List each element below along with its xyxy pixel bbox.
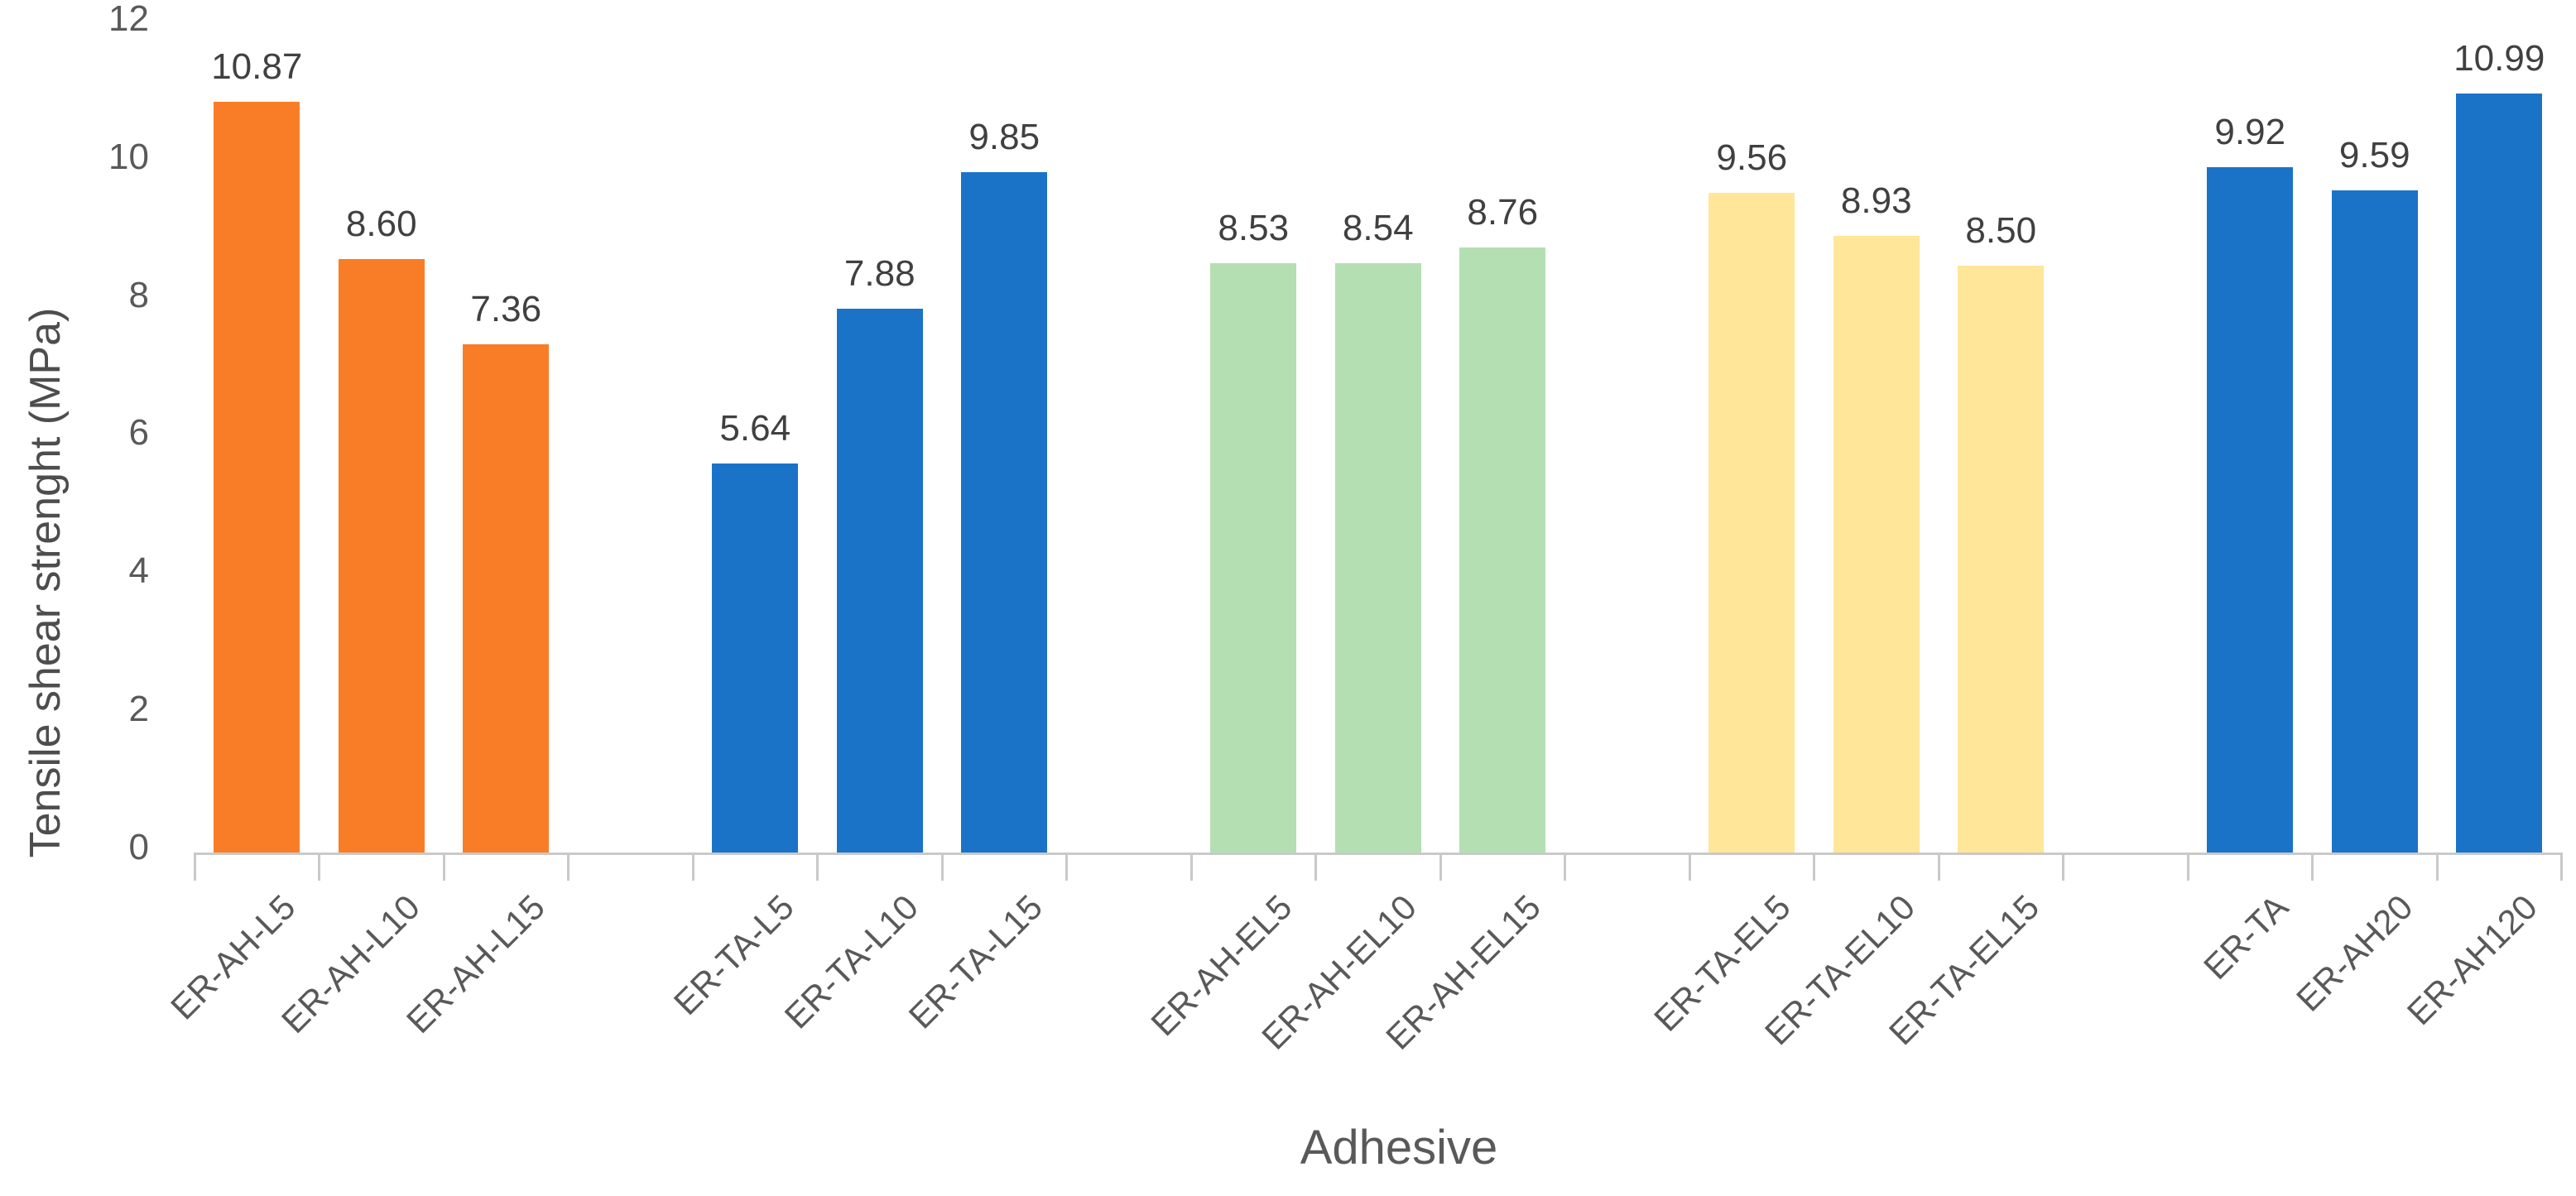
x-tick-label: ER-TA-L10: [776, 887, 925, 1036]
axis-tick: [2435, 853, 2439, 881]
data-label: 8.50: [1965, 209, 2037, 251]
data-label: 10.87: [211, 46, 303, 88]
axis-tick: [2311, 853, 2314, 881]
data-label: 8.54: [1342, 207, 1414, 248]
y-tick-label: 10: [108, 136, 149, 177]
data-label: 10.99: [2453, 38, 2545, 79]
bar-ER-TA-EL5: [1709, 192, 1795, 853]
bar-ER-TA-EL15: [1958, 265, 2045, 853]
bar-ER-AH120: [2456, 94, 2543, 853]
bar-ER-TA-L5: [712, 463, 799, 853]
bar-ER-AH-EL15: [1459, 247, 1546, 853]
bar-ER-TA-L15: [961, 172, 1048, 853]
bar-ER-TA: [2207, 167, 2294, 853]
axis-tick: [940, 853, 944, 881]
bar-ER-AH20: [2331, 190, 2418, 853]
x-axis-title: Adhesive: [1300, 1121, 1498, 1174]
axis-tick: [1065, 853, 1068, 881]
axis-tick: [442, 853, 445, 881]
axis-tick: [1688, 853, 1691, 881]
axis-tick: [1314, 853, 1317, 881]
y-tick-label: 6: [128, 412, 149, 454]
axis-tick: [2560, 853, 2563, 881]
data-label: 9.56: [1716, 137, 1788, 178]
x-axis-line: [195, 853, 2563, 855]
axis-tick: [691, 853, 694, 881]
x-tick-label: ER-AH120: [2400, 887, 2545, 1033]
y-tick-label: 4: [128, 550, 149, 592]
data-label: 8.60: [345, 203, 417, 244]
bar-ER-AH-EL5: [1210, 263, 1297, 853]
axis-tick: [193, 853, 196, 881]
axis-tick: [1813, 853, 1815, 881]
y-tick-label: 0: [128, 827, 149, 867]
y-tick-label: 2: [128, 689, 149, 730]
y-tick-label: 12: [108, 0, 149, 39]
axis-tick: [1439, 853, 1442, 881]
axis-tick: [1564, 853, 1566, 881]
axis-tick: [2186, 853, 2189, 881]
axis-tick: [1189, 853, 1193, 881]
data-label: 9.92: [2214, 112, 2286, 153]
data-label: 8.93: [1840, 180, 1912, 222]
axis-tick: [816, 853, 819, 881]
axis-tick: [567, 853, 570, 881]
axis-tick: [318, 853, 320, 881]
data-label: 7.88: [843, 252, 916, 294]
axis-tick: [2062, 853, 2064, 881]
x-tick-label: ER-AH20: [2289, 887, 2420, 1019]
bar-ER-AH-L15: [463, 344, 550, 853]
data-label: 8.76: [1467, 192, 1539, 233]
bar-ER-TA-L10: [836, 308, 923, 853]
axis-tick: [1937, 853, 1940, 881]
data-label: 5.64: [719, 407, 791, 449]
bar-ER-TA-EL10: [1833, 236, 1920, 853]
x-tick-label: ER-TA-L5: [666, 887, 801, 1023]
bar-ER-AH-L5: [214, 102, 300, 853]
data-label: 7.36: [470, 289, 542, 330]
data-label: 9.85: [968, 117, 1040, 158]
bar-ER-AH-EL10: [1334, 262, 1421, 853]
bar-ER-AH-L10: [338, 258, 425, 853]
data-label: 9.59: [2338, 135, 2410, 175]
x-tick-label: ER-TA: [2196, 887, 2296, 987]
data-label: 8.53: [1218, 208, 1290, 249]
y-tick-label: 8: [128, 274, 149, 315]
x-tick-label: ER-TA-L15: [901, 887, 1050, 1036]
